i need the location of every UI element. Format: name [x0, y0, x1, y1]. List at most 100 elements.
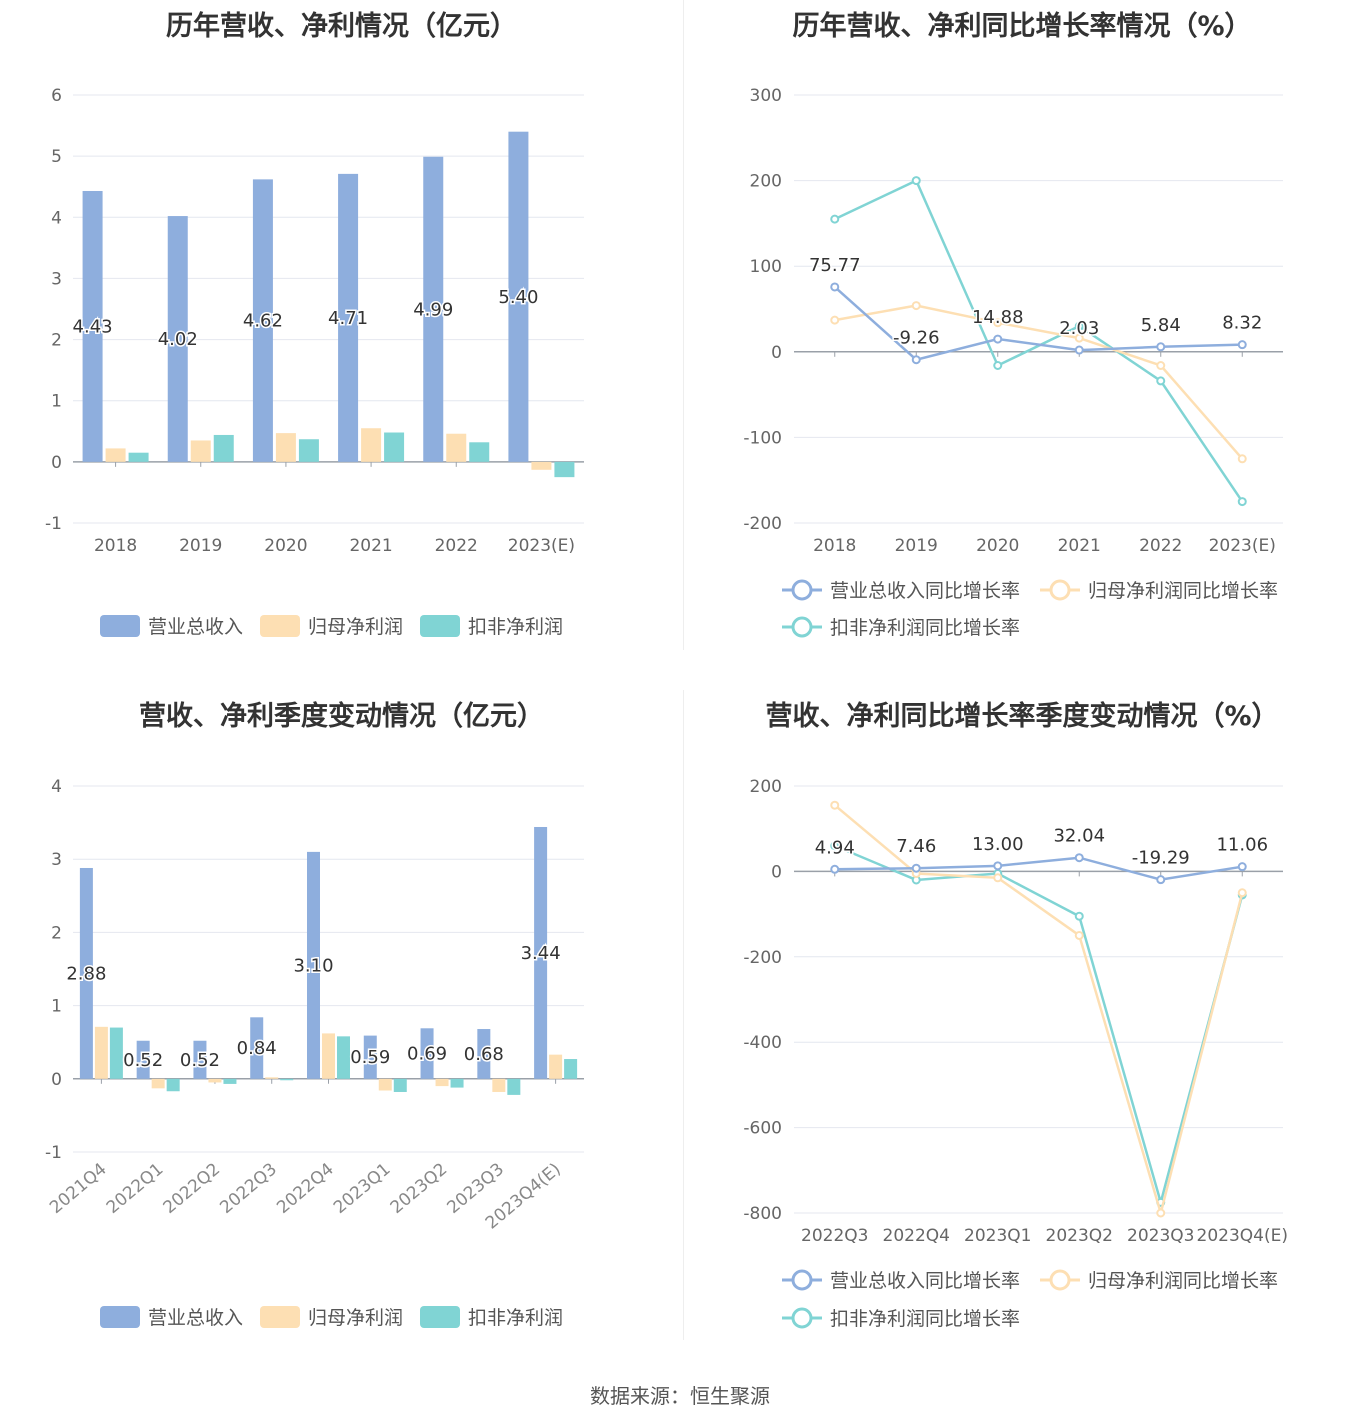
x-tick-label: 2023(E) [1209, 536, 1276, 556]
data-point [911, 355, 921, 365]
data-label: 0.59 [350, 1047, 390, 1068]
x-tick-label: 2023Q2 [387, 1159, 452, 1218]
legend-marker [791, 1307, 813, 1329]
data-point [911, 863, 921, 873]
chart-quarterly-growth-lines: -800 -600 -400 -200 0 200 2022Q3 2022Q4 2023Q1 20… [743, 777, 1288, 1330]
bar-net-profit [322, 1033, 335, 1079]
series-line [833, 804, 1244, 1218]
data-point [1074, 321, 1084, 331]
legend-label: 营业总收入 [148, 1307, 243, 1329]
data-label: 0.52 [123, 1050, 163, 1071]
x-tick-label: 2020 [976, 536, 1019, 556]
x-tick-label: 2018 [94, 536, 137, 556]
chart-title: 历年营收、净利情况（亿元） [166, 11, 517, 42]
data-point [1237, 888, 1247, 898]
legend-label: 归母净利润同比增长率 [1088, 1270, 1278, 1292]
data-label: 0.84 [237, 1038, 277, 1059]
legend-label: 归母净利润同比增长率 [1088, 580, 1278, 602]
y-tick-label: 200 [750, 777, 782, 797]
data-label: 14.88 [972, 307, 1024, 328]
bar-deducted-profit [469, 442, 490, 462]
bar-revenue [508, 131, 529, 462]
data-label: 3.44 [521, 943, 561, 964]
bar-net-profit [531, 461, 552, 470]
data-label: 3.10 [293, 955, 333, 976]
legend-swatch [100, 1306, 140, 1328]
data-point [993, 360, 1003, 370]
bar-net-profit [151, 1078, 165, 1089]
data-point [1156, 360, 1166, 370]
data-point [1074, 345, 1084, 355]
legend-swatch [420, 615, 460, 637]
bar-deducted-profit [507, 1078, 521, 1095]
bar-deducted-profit [337, 1036, 350, 1079]
y-tick-label: 0 [771, 343, 782, 363]
x-tick-label: 2021 [349, 536, 392, 556]
x-tick-label: 2022Q2 [160, 1159, 225, 1218]
data-label: 4.94 [815, 837, 855, 858]
y-tick-label: 2 [51, 331, 62, 351]
data-point [1237, 862, 1247, 872]
y-tick-label: 6 [51, 86, 62, 106]
data-label: -9.26 [893, 328, 940, 349]
bar-net-profit [549, 1054, 563, 1079]
bar-net-profit [105, 448, 126, 462]
legend-label: 营业总收入同比增长率 [830, 580, 1020, 602]
bar-deducted-profit [213, 434, 234, 462]
chart-annual-growth-lines: -200 -100 0 100 200 300 2018 2019 2020 2021 2022 20… [743, 86, 1283, 639]
data-label: 4.43 [73, 316, 113, 337]
y-tick-label: -600 [743, 1119, 782, 1139]
data-source: 数据来源：恒生聚源 [590, 1384, 770, 1408]
bar-revenue [477, 1029, 491, 1079]
bar-revenue [79, 867, 93, 1079]
legend-swatch [260, 615, 300, 637]
y-tick-label: 2 [51, 923, 62, 943]
data-label: 2.88 [66, 963, 106, 984]
y-tick-label: 100 [750, 257, 782, 277]
y-tick-label: 0 [771, 862, 782, 882]
legend-label: 扣非净利润 [468, 1307, 563, 1329]
y-tick-label: -100 [743, 428, 782, 448]
data-point [1156, 376, 1166, 386]
y-tick-label: 0 [51, 453, 62, 473]
data-label: 2.03 [1059, 318, 1099, 339]
x-tick-label: 2022Q3 [801, 1226, 868, 1246]
bar-revenue [252, 179, 273, 462]
data-point [993, 873, 1003, 883]
series-line [834, 304, 1244, 460]
x-tick-label: 2021 [1058, 536, 1101, 556]
legend-marker [791, 579, 813, 601]
data-label: 8.32 [1222, 313, 1262, 334]
data-point [993, 861, 1003, 871]
chart-annual-revenue-bars: -1 0 1 2 3 4 5 6 2018 4.43 2019 4.02 2020 4.62 2021 4.7… [45, 86, 584, 638]
data-point [1074, 333, 1084, 343]
data-point [993, 334, 1003, 344]
data-label: 5.84 [1141, 315, 1181, 336]
y-tick-label: -1 [45, 514, 62, 534]
data-label: 4.62 [243, 311, 283, 332]
data-point [830, 315, 840, 325]
data-label: 4.99 [413, 299, 453, 320]
bar-net-profit [265, 1077, 279, 1079]
x-tick-label: 2019 [895, 536, 938, 556]
data-point [911, 176, 921, 186]
data-point [993, 318, 1003, 328]
data-point [1237, 497, 1247, 507]
data-point [1074, 911, 1084, 921]
chart-title: 营收、净利季度变动情况（亿元） [139, 701, 544, 732]
bar-revenue [338, 173, 359, 462]
data-label: 0.52 [180, 1050, 220, 1071]
panel-quarterly-growth: 营收、净利同比增长率季度变动情况（%） -800 -600 -400 -200 0 200… [684, 690, 1360, 1350]
x-tick-label: 2023Q4(E) [1197, 1226, 1288, 1246]
y-tick-label: 3 [51, 850, 62, 870]
bar-deducted-profit [166, 1078, 180, 1092]
bar-net-profit [361, 428, 382, 462]
y-tick-label: -800 [743, 1204, 782, 1224]
legend-swatch [100, 615, 140, 637]
bar-net-profit [275, 433, 296, 462]
legend-label: 营业总收入同比增长率 [830, 1270, 1020, 1292]
y-tick-label: 0 [51, 1070, 62, 1090]
y-tick-label: 5 [51, 147, 62, 167]
bar-deducted-profit [298, 439, 319, 462]
bar-deducted-profit [384, 432, 405, 462]
